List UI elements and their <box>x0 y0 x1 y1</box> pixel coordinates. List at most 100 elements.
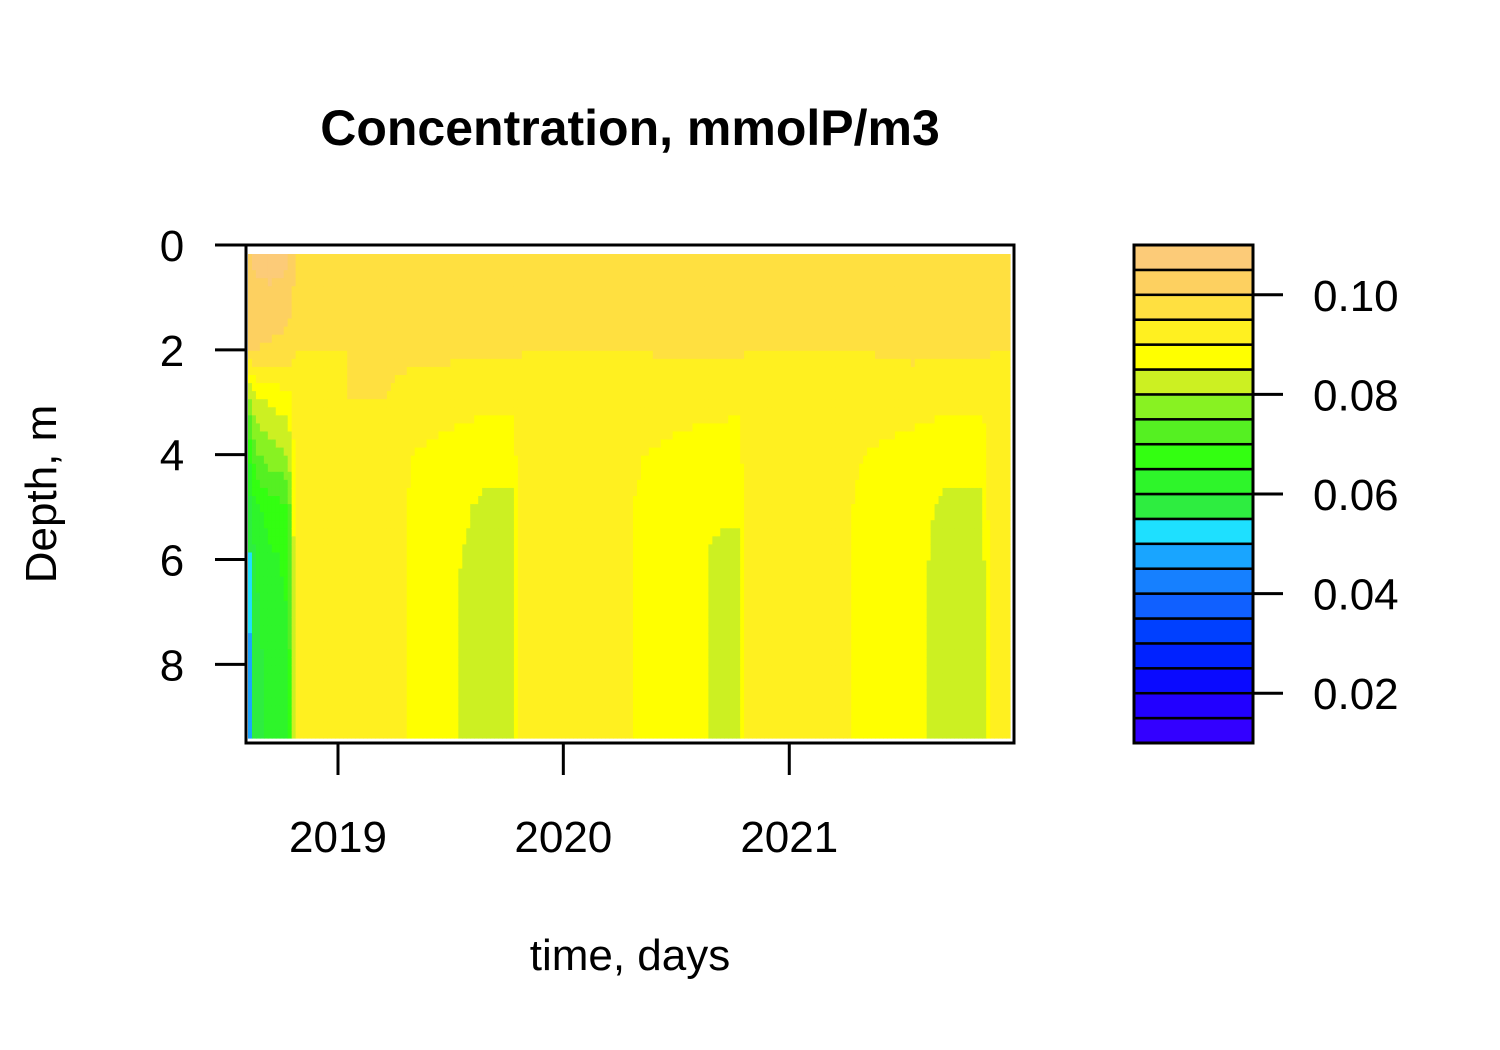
heatmap-cell <box>434 278 440 287</box>
heatmap-cell <box>402 673 408 683</box>
heatmap-cell <box>486 496 491 505</box>
heatmap-cell <box>490 544 495 554</box>
heatmap-cell <box>371 310 376 320</box>
heatmap-cell <box>251 600 257 610</box>
heatmap-cell <box>458 657 463 666</box>
heatmap-cell <box>386 665 392 675</box>
heatmap-cell <box>351 375 356 384</box>
heatmap-cell <box>498 366 503 376</box>
heatmap-cell <box>323 689 328 699</box>
heatmap-cell <box>426 617 432 626</box>
heatmap-cell <box>462 447 467 457</box>
heatmap-cell <box>541 447 547 457</box>
heatmap-cell <box>323 520 328 529</box>
heatmap-cell <box>335 649 340 658</box>
heatmap-cell <box>267 657 273 666</box>
heatmap-cell <box>545 625 551 634</box>
heatmap-cell <box>486 270 491 279</box>
heatmap-cell <box>565 326 571 336</box>
heatmap-cell <box>267 544 273 554</box>
heatmap-cell <box>307 350 313 360</box>
heatmap-cell <box>375 705 380 715</box>
heatmap-cell <box>386 439 392 449</box>
heatmap-cell <box>331 512 336 521</box>
heatmap-cell <box>533 366 539 376</box>
heatmap-cell <box>367 334 372 344</box>
heatmap-cell <box>319 512 325 521</box>
heatmap-cell <box>565 423 571 433</box>
heatmap-cell <box>517 673 523 683</box>
heatmap-cell <box>390 375 396 384</box>
heatmap-cell <box>430 713 436 723</box>
heatmap-cell <box>315 600 321 610</box>
heatmap-cell <box>561 334 567 344</box>
heatmap-cell <box>339 270 344 279</box>
heatmap-cell <box>311 334 317 344</box>
heatmap-cell <box>406 625 412 634</box>
heatmap-cell <box>502 544 507 554</box>
heatmap-cell <box>434 318 440 328</box>
heatmap-cell <box>537 366 543 376</box>
heatmap-cell <box>494 407 499 416</box>
heatmap-cell <box>343 584 348 594</box>
heatmap-cell <box>573 528 579 537</box>
heatmap-cell <box>533 471 539 481</box>
heatmap-cell <box>259 278 265 287</box>
heatmap-cell <box>315 326 321 336</box>
heatmap-cell <box>529 528 535 537</box>
heatmap-cell <box>267 399 273 408</box>
heatmap-cell <box>267 366 273 376</box>
heatmap-cell <box>569 431 575 441</box>
heatmap-cell <box>517 463 523 473</box>
heatmap-cell <box>482 584 487 594</box>
heatmap-cell <box>446 641 452 650</box>
heatmap-cell <box>478 600 483 610</box>
heatmap-cell <box>319 334 325 344</box>
heatmap-cell <box>323 278 328 287</box>
heatmap-cell <box>347 310 352 320</box>
heatmap-cell <box>541 665 547 675</box>
heatmap-cell <box>502 649 507 658</box>
heatmap-cell <box>509 302 515 312</box>
heatmap-cell <box>323 471 328 481</box>
heatmap-cell <box>343 286 348 295</box>
heatmap-cell <box>331 254 336 263</box>
heatmap-cell <box>529 713 535 723</box>
heatmap-cell <box>335 608 340 618</box>
heatmap-cell <box>307 568 313 578</box>
heatmap-cell <box>315 544 321 554</box>
heatmap-cell <box>442 270 448 279</box>
heatmap-cell <box>513 617 519 626</box>
heatmap-cell <box>462 431 467 441</box>
heatmap-cell <box>513 729 519 739</box>
heatmap-cell <box>378 407 384 416</box>
heatmap-cell <box>498 657 503 666</box>
heatmap-cell <box>386 455 392 465</box>
heatmap-cell <box>410 584 416 594</box>
heatmap-cell <box>351 431 356 441</box>
heatmap-cell <box>355 439 360 449</box>
heatmap-cell <box>553 729 559 739</box>
heatmap-cell <box>438 673 444 683</box>
heatmap-cell <box>498 278 503 287</box>
heatmap-cell <box>502 528 507 537</box>
heatmap-cell <box>283 375 289 384</box>
heatmap-cell <box>275 641 281 650</box>
heatmap-cell <box>275 318 281 328</box>
heatmap-cell <box>394 326 400 336</box>
heatmap-cell <box>390 423 396 433</box>
heatmap-cell <box>259 568 265 578</box>
heatmap-cell <box>355 471 360 481</box>
heatmap-cell <box>382 375 388 384</box>
heatmap-cell <box>394 576 400 586</box>
heatmap-cell <box>275 608 281 618</box>
heatmap-cell <box>490 697 495 707</box>
heatmap-cell <box>462 568 467 578</box>
heatmap-cell <box>323 528 328 537</box>
heatmap-cell <box>343 342 348 352</box>
heatmap-cell <box>450 318 455 328</box>
heatmap-cell <box>561 584 567 594</box>
heatmap-cell <box>553 633 559 642</box>
heatmap-cell <box>529 600 535 610</box>
heatmap-cell <box>367 407 372 416</box>
